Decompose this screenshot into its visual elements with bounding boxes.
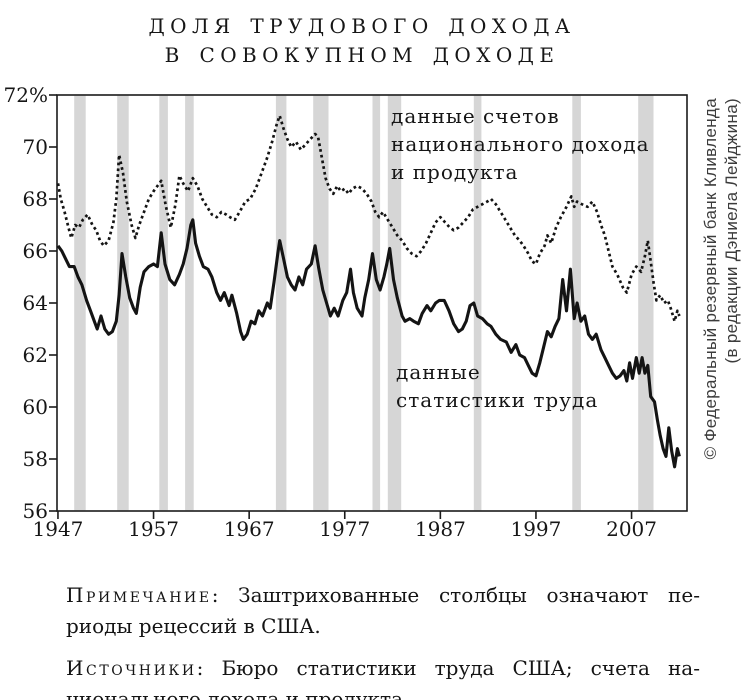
bls-series-label: данные статистики труда (396, 360, 599, 412)
credit-line-2: (в редакции Дэниела Лейджина) (722, 98, 741, 364)
chart-title: ДОЛЯ ТРУДОВОГО ДОХОДА В СОВОКУПНОМ ДОХОД… (0, 12, 724, 70)
x-axis-tick-label: 1997 (510, 517, 562, 541)
x-axis-tick-label: 2007 (606, 517, 657, 541)
x-axis-tick-label: 1947 (32, 517, 84, 541)
note-paragraph: Примечание: Заштрихованные столбцы означ… (66, 580, 700, 642)
y-axis-tick-label: 58 (22, 447, 48, 471)
x-axis-tick-label: 1977 (319, 517, 371, 541)
bls-series-line (56, 218, 681, 469)
sources-paragraph: Источники: Бюро статистики труда США; сч… (66, 653, 700, 700)
sources-label: Источники (66, 656, 197, 680)
nipa-series-label: данные счетов национального дохода и про… (391, 104, 650, 184)
source-credit-vertical: © Федеральный резервный банк Кливленда (… (700, 98, 744, 512)
recession-band (372, 95, 381, 511)
recession-band (185, 95, 194, 511)
note-text: : Заштрихованные столбцы означают пе­рио… (66, 583, 700, 638)
footnotes: Примечание: Заштрихованные столбцы означ… (66, 580, 700, 700)
recession-band (473, 95, 482, 511)
recession-band (159, 95, 168, 511)
recession-band (74, 95, 86, 511)
recession-band (638, 95, 654, 511)
y-axis-tick-label: 64 (22, 291, 48, 315)
recession-band (313, 95, 329, 511)
credit-line-1: © Федеральный резервный банк Кливленда (701, 98, 720, 460)
chart-title-line-1: ДОЛЯ ТРУДОВОГО ДОХОДА (148, 14, 576, 38)
x-axis-tick-label: 1987 (414, 517, 466, 541)
y-axis-tick-label: 62 (22, 343, 48, 367)
y-axis-tick-label: 66 (22, 239, 48, 263)
y-axis-tick-label: 56 (22, 499, 48, 523)
sources-text: : Бюро статистики труда США; счета на­ци… (66, 656, 700, 700)
y-axis-tick-label: 72% (3, 83, 48, 107)
y-axis-tick-label: 60 (22, 395, 48, 419)
x-axis-tick-label: 1957 (128, 517, 179, 541)
chart-plot (49, 94, 688, 519)
chart-area: данные счетов национального дохода и про… (3, 83, 688, 541)
y-axis-tick-label: 70 (22, 135, 48, 159)
x-axis-tick-label: 1967 (223, 517, 275, 541)
recession-band (117, 95, 129, 511)
nipa-series-line (56, 114, 681, 323)
recession-band (275, 95, 287, 511)
recession-band (387, 95, 402, 511)
chart-title-line-2: В СОВОКУПНОМ ДОХОДЕ (164, 43, 560, 67)
y-axis-tick-label: 68 (22, 187, 48, 211)
note-label: Примечание (66, 583, 212, 607)
